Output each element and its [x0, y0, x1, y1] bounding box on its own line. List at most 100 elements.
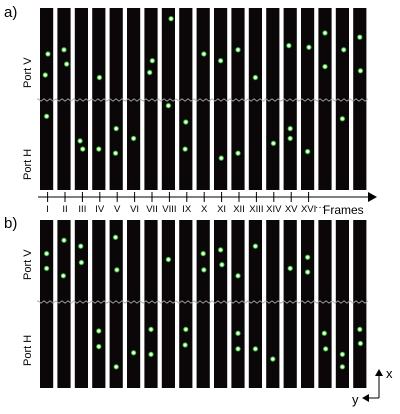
- photon-spot-core: [341, 117, 344, 120]
- photon-spot-core: [184, 120, 187, 124]
- photon-spot-core: [236, 274, 240, 277]
- frames-axis-arrow: [368, 192, 377, 202]
- photon-spot-core: [202, 252, 205, 255]
- photon-spot-core: [114, 236, 117, 239]
- frame-strip-bg: [353, 8, 367, 190]
- frame-strip: [353, 8, 367, 190]
- photon-spot-core: [115, 365, 118, 368]
- frame-strip: [144, 8, 158, 190]
- frame-strip-bg: [231, 8, 245, 190]
- panel-a-label: a): [4, 4, 18, 21]
- frame-strip-bg: [57, 220, 71, 388]
- photon-spot-core: [236, 332, 240, 335]
- photon-spot-core: [236, 48, 240, 51]
- photon-spot-core: [220, 157, 223, 160]
- photon-spot-core: [114, 152, 117, 155]
- photon-spot-core: [45, 267, 48, 270]
- frame-tick-label: XIII: [249, 204, 264, 215]
- frame-tick-label: XI: [217, 204, 227, 215]
- frame-strip-bg: [74, 8, 88, 190]
- photon-spot-core: [307, 46, 311, 49]
- photon-spot-core: [272, 142, 275, 145]
- photon-spot-core: [236, 152, 240, 155]
- frame-strip-bg: [301, 220, 315, 388]
- photon-spot-core: [97, 329, 100, 333]
- frame-strip: [318, 220, 332, 388]
- frame-strip: [127, 220, 141, 388]
- panel-a: [37, 8, 369, 190]
- frame-tick-label: IV: [95, 204, 105, 215]
- frame-strip-bg: [144, 8, 158, 190]
- frames-axis: [38, 192, 377, 202]
- photon-spot-core: [236, 347, 240, 350]
- frame-strip: [248, 220, 262, 388]
- frame-strip-bg: [40, 220, 54, 388]
- frame-strip: [74, 8, 88, 190]
- frame-strip: [57, 220, 71, 388]
- panel-b: [37, 220, 369, 388]
- photon-spot-core: [219, 248, 222, 251]
- x-axis-arrow: [375, 369, 383, 376]
- frames-ellipsis: ···: [315, 202, 325, 213]
- photon-spot-core: [79, 245, 82, 248]
- frame-strip: [161, 220, 175, 388]
- frame-strip: [179, 8, 193, 190]
- photon-spot-core: [80, 261, 83, 264]
- photon-spot-core: [358, 328, 361, 331]
- frame-strip-bg: [57, 8, 71, 190]
- frame-strip-bg: [109, 220, 123, 388]
- photon-spot-core: [81, 148, 84, 151]
- frame-strip: [318, 8, 332, 190]
- y-axis-label: y: [352, 392, 359, 407]
- frame-strip-bg: [353, 220, 367, 388]
- frame-strip-bg: [74, 220, 88, 388]
- frame-strip-bg: [283, 220, 297, 388]
- frame-strip: [214, 220, 228, 388]
- photon-spot-core: [202, 268, 205, 271]
- photon-spot-core: [306, 256, 309, 259]
- photon-spot-core: [289, 127, 292, 130]
- frame-strip: [231, 220, 245, 388]
- frame-strip: [214, 8, 228, 190]
- photon-spot-core: [46, 52, 50, 56]
- frame-strip: [40, 8, 54, 190]
- frame-strip-bg: [214, 220, 228, 388]
- frame-tick-label: VI: [130, 204, 140, 215]
- frame-strip: [161, 8, 175, 190]
- frame-strip: [179, 220, 193, 388]
- photon-spot-core: [97, 148, 100, 151]
- photon-spot-core: [184, 343, 187, 347]
- frame-strip-bg: [248, 8, 262, 190]
- coord-axes: [362, 369, 383, 402]
- photon-spot-core: [184, 328, 187, 331]
- frame-strip: [196, 8, 210, 190]
- photon-spot-core: [115, 127, 118, 130]
- panel-a-port-v-label: Port V: [22, 57, 34, 88]
- photon-spot-core: [341, 353, 344, 356]
- photon-spot-core: [359, 69, 362, 72]
- frame-strip-bg: [92, 220, 106, 388]
- frame-strip-bg: [161, 8, 175, 190]
- photon-spot-core: [98, 76, 101, 79]
- photon-spot-core: [148, 71, 151, 74]
- photon-spot-core: [202, 52, 205, 56]
- frame-strip: [335, 8, 349, 190]
- frame-tick-label: VIII: [162, 204, 177, 215]
- photon-spot-core: [254, 245, 257, 248]
- panel-b-port-h-label: Port H: [22, 334, 34, 366]
- frame-strip-bg: [161, 220, 175, 388]
- photon-spot-core: [341, 365, 344, 368]
- panel-b-label: b): [4, 215, 18, 232]
- panel-b-port-v-label: Port V: [22, 249, 34, 280]
- port-separator: [37, 299, 369, 304]
- frame-tick-label: XII: [233, 204, 245, 215]
- photon-spot-core: [65, 62, 68, 66]
- frame-strip-bg: [196, 220, 210, 388]
- photon-spot-core: [149, 328, 153, 331]
- frame-tick-label: V: [114, 204, 121, 215]
- frame-strip: [74, 220, 88, 388]
- photon-spot-core: [358, 36, 361, 39]
- frame-strip: [109, 220, 123, 388]
- frame-strip-bg: [335, 8, 349, 190]
